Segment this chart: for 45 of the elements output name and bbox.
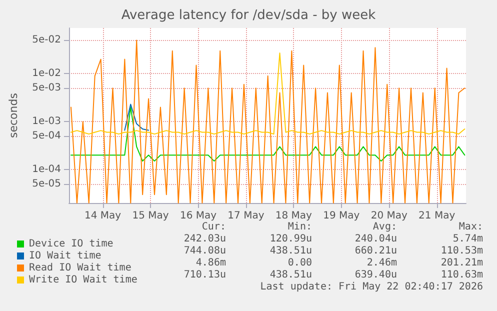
text: Min: [288,222,312,232]
text: 744.08u [184,246,226,256]
text: 242.03u [184,234,226,244]
line-series [124,104,150,131]
y-tick-label: 5e-02 [32,34,61,46]
line-series [70,52,466,135]
legend-label: IO Wait time [29,250,102,262]
text: 0.00 [288,258,312,268]
y-tick-label: 1e-03 [32,116,61,128]
text: 5.74m [452,234,483,244]
text: 660.21u [354,246,397,256]
legend-label: Device IO time [29,238,114,250]
text: 110.53m [440,246,483,256]
x-tick-label: 16 May [180,210,217,222]
x-tick-label: 17 May [228,210,264,222]
y-tick-label: 5e-03 [32,82,61,94]
x-tick-label: 19 May [323,210,360,222]
text: 201.21m [440,258,483,268]
text: 110.63m [440,270,483,280]
text: 240.04u [354,234,397,244]
y-tick-label: 5e-05 [32,178,61,190]
text: 710.13u [184,270,226,280]
legend-label: Write IO Wait time [29,274,138,286]
y-tick-label: 5e-04 [32,130,61,142]
text: 2.46m [366,258,397,268]
text: Last update: Fri May 22 02:40:17 2026 [260,282,483,292]
x-tick-label: 15 May [132,210,169,222]
x-tick-label: 20 May [370,210,408,222]
chart-title: Average latency for /dev/sda - by week [121,8,376,23]
text: Max: [458,222,483,232]
y-axis-title: seconds [7,92,20,138]
x-tick-label: 21 May [418,210,456,222]
text: Cur: [202,222,226,232]
text: 438.51u [270,270,312,280]
y-tick-label: 1e-02 [32,68,61,80]
text: 4.86m [196,258,226,268]
text: 120.99u [270,234,312,244]
y-tick-label: 1e-04 [32,164,61,176]
x-tick-label: 14 May [84,210,122,222]
x-tick-label: 18 May [275,210,312,222]
text: 639.40u [354,270,397,280]
text: Avg: [372,222,397,232]
text: 438.51u [270,246,312,256]
legend-label: Read IO Wait time [29,262,132,274]
line-series [70,106,466,162]
